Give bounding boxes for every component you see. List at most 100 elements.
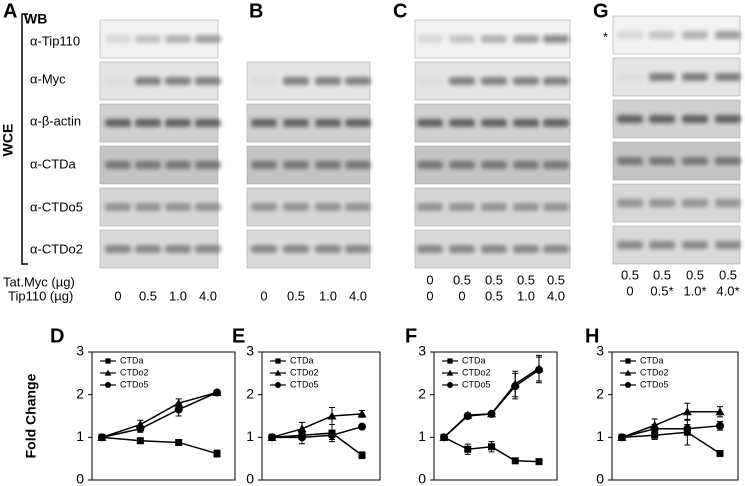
band (165, 35, 191, 43)
legend-label: CTDo5 (290, 379, 319, 389)
wb-label: WB (24, 11, 47, 27)
marker (650, 424, 659, 433)
lane-label: 0.5 (547, 272, 565, 287)
band (251, 203, 277, 211)
band (165, 161, 191, 169)
band (105, 35, 131, 43)
series-line (621, 410, 720, 439)
marker (683, 424, 692, 433)
lane-label: 4.0 (349, 288, 367, 303)
legend-marker (625, 358, 631, 364)
legend-label: CTDa (462, 355, 486, 365)
marker (651, 431, 659, 439)
lane-label: 0 (114, 288, 121, 303)
band (715, 241, 741, 249)
legend-marker (446, 369, 454, 376)
band (345, 245, 371, 253)
band (135, 203, 161, 211)
band (165, 245, 191, 253)
legend-marker (104, 369, 112, 376)
band (543, 203, 569, 211)
marker (297, 424, 307, 433)
legend-label: CTDo2 (640, 367, 669, 377)
y-tick-label: 0 (596, 471, 604, 486)
lane-label: 0.5 (287, 288, 305, 303)
panel-label: F (405, 325, 417, 347)
band (617, 115, 643, 123)
legend-label: CTDo2 (290, 367, 319, 377)
lane-label: 0.5 (485, 288, 503, 303)
y-tick-label: 2 (418, 385, 426, 401)
band (283, 119, 309, 127)
band (449, 35, 475, 43)
marker (464, 445, 472, 453)
band (682, 73, 708, 81)
band (417, 77, 443, 85)
band (513, 77, 539, 85)
band (481, 245, 507, 253)
row-label: Tat.Myc (µg) (3, 274, 75, 289)
band (135, 161, 161, 169)
band (345, 161, 371, 169)
band (513, 161, 539, 169)
legend-label: CTDo2 (462, 367, 491, 377)
blot-label: α-Tip110 (30, 33, 80, 48)
row-label: Tip110 (µg) (8, 288, 73, 303)
band (417, 119, 443, 127)
marker (213, 388, 221, 397)
band (165, 203, 191, 211)
lane-label: 4.0 (199, 288, 217, 303)
marker (511, 457, 519, 465)
lane-label: 0.5* (650, 283, 673, 298)
band (165, 77, 191, 85)
band (617, 157, 643, 165)
blot-label: α-CTDo2 (30, 241, 83, 256)
legend-label: CTDo5 (462, 379, 491, 389)
band (513, 119, 539, 127)
series-line (621, 425, 721, 439)
lane-label: 0.5 (621, 267, 639, 282)
band (513, 35, 539, 43)
band (715, 31, 741, 39)
band (481, 77, 507, 85)
panel-label: D (50, 325, 64, 347)
band (251, 245, 277, 253)
legend-marker (275, 358, 281, 364)
band (449, 119, 475, 127)
band (195, 245, 221, 253)
band (417, 203, 443, 211)
band (715, 199, 741, 207)
band (345, 203, 371, 211)
marker (487, 409, 496, 418)
series-line (443, 369, 540, 438)
series-line (101, 436, 218, 455)
y-tick-label: 0 (76, 471, 84, 486)
band (105, 245, 131, 253)
band (513, 245, 539, 253)
band (417, 245, 443, 253)
lane-label: 4.0 (547, 288, 565, 303)
band (105, 119, 131, 127)
band (715, 115, 741, 123)
legend-label: CTDo5 (120, 379, 149, 389)
marker (440, 433, 448, 442)
band (283, 161, 309, 169)
legend-marker (275, 382, 281, 388)
blot-label: α-CTDa (30, 156, 77, 171)
band (251, 161, 277, 169)
legend-marker (274, 369, 282, 376)
y-axis-label: Fold Change (23, 373, 39, 458)
band (449, 77, 475, 85)
series-line (271, 413, 363, 439)
marker (511, 382, 520, 391)
plot-frame (433, 351, 558, 481)
series-line (621, 431, 721, 455)
marker (298, 433, 306, 442)
plot-frame (261, 351, 381, 481)
band (105, 161, 131, 169)
band (617, 241, 643, 249)
legend-label: CTDa (290, 355, 314, 365)
y-tick-label: 1 (418, 428, 426, 444)
marker (136, 437, 144, 445)
